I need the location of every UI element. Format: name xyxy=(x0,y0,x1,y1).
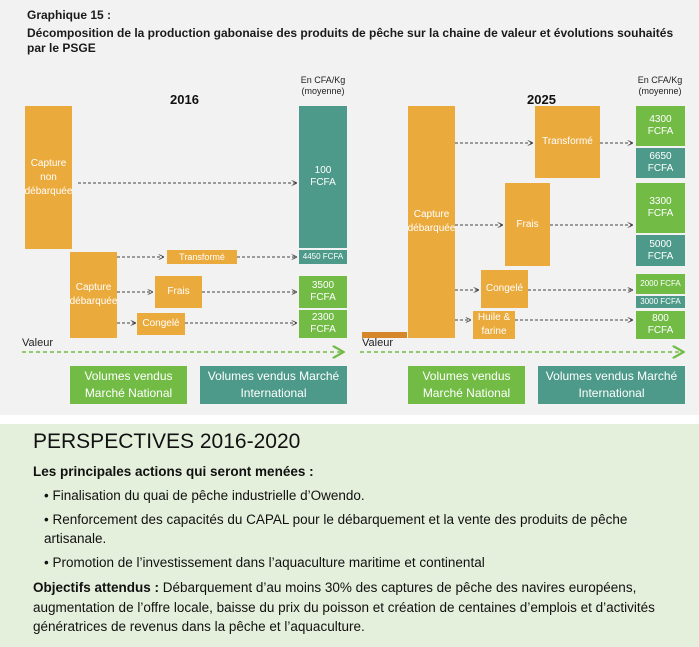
congele-2016: Congelé xyxy=(137,313,185,335)
objectives-paragraph: Objectifs attendus : Débarquement d’au m… xyxy=(33,578,678,637)
action-item: • Renforcement des capacités du CAPAL po… xyxy=(44,512,628,546)
price-frais-international-2025: 5000 FCFA xyxy=(636,235,685,266)
huile-farine-2025: Huile & farine xyxy=(473,311,515,339)
capture-debarquee-2016: Capture débarquée xyxy=(70,252,117,338)
figure-title: Décomposition de la production gabonaise… xyxy=(27,26,674,55)
price-congele-national-2025: 2000 FCFA xyxy=(636,274,685,294)
congele-2025: Congelé xyxy=(481,270,528,308)
actions-title: Les principales actions qui seront menée… xyxy=(33,464,314,479)
action-item: • Promotion de l’investissement dans l’a… xyxy=(44,555,485,570)
objectives-text: Débarquement d’au moins 30% des captures… xyxy=(33,580,655,634)
figure-label: Graphique 15 : xyxy=(27,8,112,22)
price-unit-header-2025: En CFA/Kg (moyenne) xyxy=(637,75,683,96)
frais-2025: Frais xyxy=(505,183,550,266)
capture-debarquee-2025: Capture débarquée xyxy=(408,106,455,338)
price-transforme-2016: 4450 FCFA xyxy=(299,250,347,264)
perspectives-box xyxy=(0,424,699,647)
volumes-international-2025: Volumes vendus Marché International xyxy=(538,366,685,404)
objectives-label: Objectifs attendus : xyxy=(33,580,160,595)
volumes-international-2016: Volumes vendus Marché International xyxy=(200,366,347,404)
price-unit-header-2016: En CFA/Kg (moyenne) xyxy=(300,75,346,96)
price-transforme-national-2025: 4300 FCFA xyxy=(636,106,685,146)
transforme-2016: Transformé xyxy=(167,250,237,264)
action-item: • Finalisation du quai de pêche industri… xyxy=(44,488,365,503)
year-2025: 2025 xyxy=(527,92,556,107)
capture-non-debarquee-2016: Capture non débarquée xyxy=(25,106,72,249)
connector-lines xyxy=(22,0,699,415)
year-2016: 2016 xyxy=(170,92,199,107)
price-congele-2016: 2300 FCFA xyxy=(299,310,347,338)
price-frais-2016: 3500 FCFA xyxy=(299,276,347,308)
diagram-area xyxy=(0,0,699,415)
price-transforme-international-2025: 6650 FCFA xyxy=(636,148,685,178)
value-axis-label-2025: Valeur xyxy=(362,337,393,349)
capture-non-debarquee-bar-2025 xyxy=(362,332,407,338)
perspectives-title: PERSPECTIVES 2016-2020 xyxy=(33,430,301,453)
price-huile-farine-2025: 800 FCFA xyxy=(636,311,685,339)
price-capture-non-debarquee-2016: 100 FCFA xyxy=(299,106,347,248)
transforme-2025: Transformé xyxy=(535,106,600,178)
frais-2016: Frais xyxy=(155,276,202,308)
volumes-national-2025: Volumes vendus Marché National xyxy=(408,366,525,404)
price-frais-national-2025: 3300 FCFA xyxy=(636,183,685,233)
value-axis-label-2016: Valeur xyxy=(22,337,53,349)
price-congele-international-2025: 3000 FCFA xyxy=(636,296,685,308)
volumes-national-2016: Volumes vendus Marché National xyxy=(70,366,187,404)
